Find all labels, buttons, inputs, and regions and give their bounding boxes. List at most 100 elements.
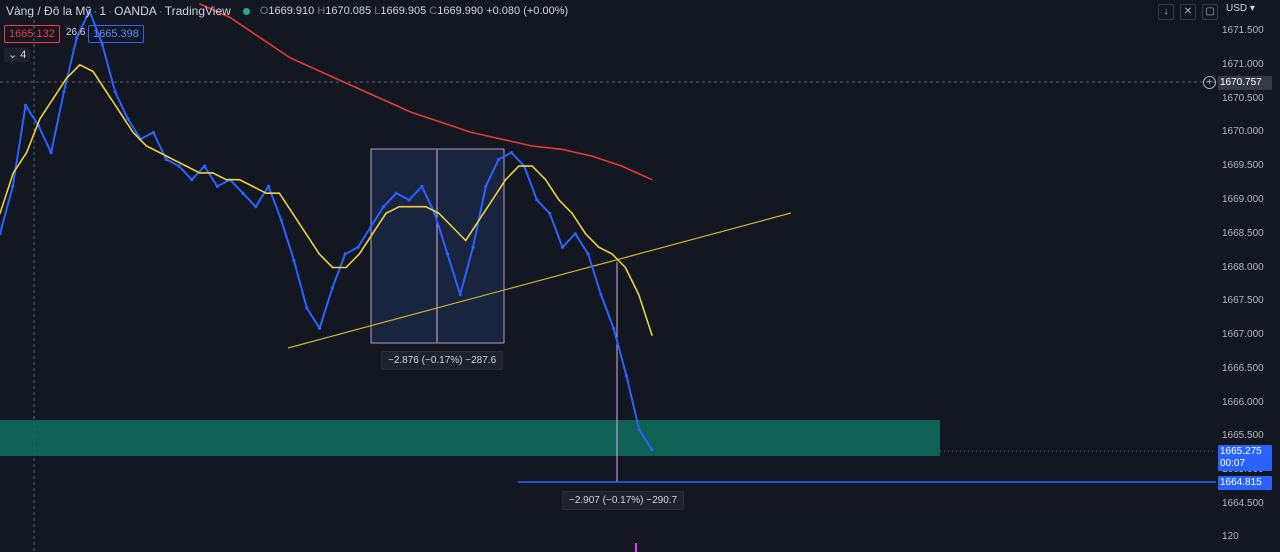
- axis-tick-label: 1664.500: [1222, 498, 1264, 509]
- price-line-point: [599, 292, 603, 297]
- ma-fast-series: [0, 64, 653, 336]
- price-line-point: [471, 245, 475, 249]
- axis-tick-label: 1670.500: [1222, 92, 1264, 104]
- price-line-point: [394, 191, 398, 195]
- spread-value: 26.6: [66, 27, 86, 38]
- price-line-point: [560, 245, 565, 249]
- hline-price-tag: 1664.815: [1218, 476, 1272, 490]
- price-line-point: [266, 184, 271, 188]
- ma-fast-line-point: [478, 219, 480, 221]
- ma-fast-line-point: [598, 246, 600, 248]
- price-line-point: [458, 292, 462, 297]
- ma-fast-line-point: [358, 253, 361, 255]
- ma-fast-line-point: [637, 293, 640, 296]
- last-price-tag: 1665.275 00:07: [1218, 445, 1272, 471]
- price-line-point: [126, 117, 130, 121]
- platform: TradingView: [164, 4, 231, 18]
- ma-slow-line-point: [410, 111, 412, 113]
- ma-fast-line-point: [158, 151, 161, 154]
- ma-fast-line-point: [65, 77, 68, 80]
- high-value: 1670.085: [325, 5, 372, 17]
- ma-fast-line-point: [252, 185, 254, 188]
- ma-slow-line-point: [380, 97, 382, 100]
- axis-tick-label: 1667.000: [1222, 329, 1264, 341]
- ma-fast-line-point: [491, 199, 494, 201]
- symbol-name[interactable]: Vàng / Đô la Mỹ: [6, 4, 92, 18]
- trendline: [287, 212, 792, 349]
- ma-fast-line-point: [92, 70, 94, 73]
- ma-fast-line-point: [425, 205, 427, 208]
- price-line-point: [433, 211, 437, 215]
- ma-fast-line-point: [172, 158, 174, 161]
- close-label: C: [429, 5, 438, 17]
- price-line-point: [318, 326, 322, 330]
- ma-fast-line-point: [611, 253, 613, 255]
- ma-fast-line-point: [558, 199, 560, 201]
- axis-tick-label: 1666.500: [1222, 362, 1264, 374]
- price-line-point: [177, 164, 181, 168]
- ma-fast-line-point: [39, 118, 41, 120]
- axis-tick-label: 1665.500: [1222, 430, 1264, 442]
- axis-tick-label: 1669.500: [1222, 160, 1264, 172]
- ma-slow-series: [199, 3, 653, 181]
- ma-fast-line-point: [291, 212, 294, 215]
- arrow-down-icon[interactable]: ↓: [1158, 4, 1174, 20]
- ma-fast-line-point: [52, 97, 54, 100]
- price-line-point: [573, 232, 577, 236]
- price-line-point: [215, 184, 219, 188]
- sell-button[interactable]: 1665.132: [4, 25, 60, 43]
- ma-fast-line-point: [212, 172, 214, 174]
- price-line-point: [0, 232, 2, 236]
- ma-slow-line-point: [229, 16, 231, 19]
- buy-button[interactable]: 1665.398: [88, 25, 144, 43]
- collapse-icon[interactable]: ✕: [1180, 4, 1196, 20]
- chart-header: Vàng / Đô la Mỹ · 1 · OANDA · TradingVie…: [6, 4, 569, 18]
- price-line-point: [637, 428, 641, 432]
- crosshair-price-tag: 1670.757: [1218, 76, 1272, 90]
- add-alert-icon[interactable]: +: [1203, 76, 1216, 89]
- axis-tick-label: 1671.000: [1222, 58, 1264, 70]
- ma-fast-line-point: [318, 253, 321, 255]
- ma-fast-line-point: [119, 111, 121, 113]
- price-line-point: [509, 151, 513, 155]
- ma-fast-line-point: [225, 178, 227, 181]
- axis-tick-label: 1671.500: [1222, 25, 1264, 36]
- open-value: 1669.910: [268, 5, 315, 17]
- price-line: [0, 9, 653, 451]
- ma-fast-line-point: [265, 192, 267, 194]
- axis-tick-label: 1670.000: [1222, 126, 1264, 138]
- price-line-point: [535, 198, 539, 202]
- ma-fast-line-point: [504, 178, 507, 181]
- ma-slow-line-point: [470, 131, 473, 134]
- price-line-point: [369, 225, 373, 229]
- open-label: O: [259, 5, 269, 17]
- ma-fast-line-point: [12, 172, 15, 174]
- chevron-down-icon: ⌄: [8, 49, 21, 61]
- countdown-value: 00:07: [1220, 458, 1246, 469]
- axis-bottom-label: 120: [1222, 531, 1239, 542]
- price-line-point: [305, 306, 309, 310]
- support-zone: [0, 420, 940, 456]
- ma-slow-line-point: [500, 138, 503, 140]
- price-line-point: [292, 259, 296, 263]
- ma-slow-line-point: [651, 178, 653, 181]
- ma-slow-line-point: [319, 70, 322, 73]
- price-line-point: [330, 286, 334, 290]
- ma-slow-line-point: [259, 37, 262, 39]
- ma-slow-line-point: [349, 84, 352, 86]
- interval[interactable]: 1: [99, 4, 107, 18]
- indicators-toggle[interactable]: ⌄ 4: [4, 48, 31, 62]
- price-line-point: [100, 42, 104, 47]
- ma-fast-line-point: [331, 266, 334, 269]
- measure-label-2: −2.907 (−0.17%) −290.7: [562, 491, 685, 510]
- ma-slow-line-point: [560, 148, 563, 151]
- ma-fast-line-point: [371, 232, 374, 235]
- currency-selector[interactable]: USD ▾: [1226, 3, 1255, 14]
- restore-icon[interactable]: ▢: [1202, 4, 1218, 20]
- ma-fast-line-point: [544, 178, 547, 181]
- axis-tick-label: 1666.000: [1222, 396, 1264, 408]
- price-line-point: [254, 205, 258, 209]
- ma-fast-line-point: [198, 172, 201, 174]
